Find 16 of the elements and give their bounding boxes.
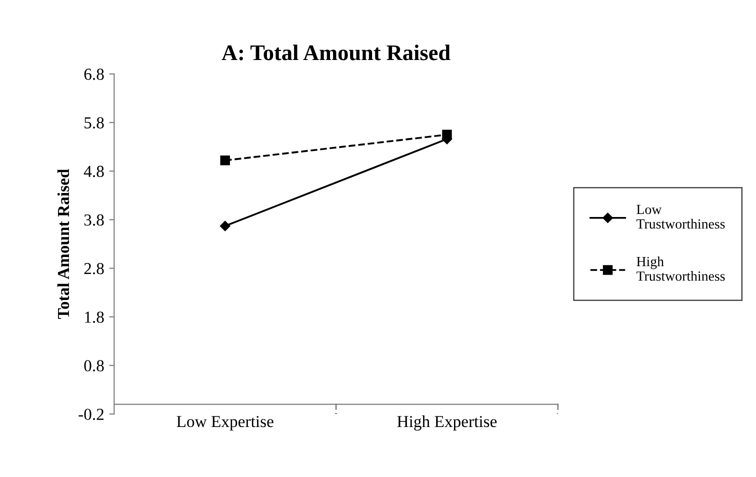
x-tick-label: Low Expertise <box>176 416 274 431</box>
point <box>220 220 230 232</box>
y-tick-label: 4.8 <box>84 166 104 178</box>
y-tick-label: 3.8 <box>84 214 104 226</box>
legend-label: High Trustworthiness <box>636 256 725 281</box>
point <box>220 156 230 166</box>
legend-label: Low Trustworthiness <box>636 204 725 229</box>
y-tick-label: 0.8 <box>84 360 104 372</box>
y-tick-label: 5.8 <box>84 117 104 129</box>
y-axis-title: Total Amount Raised <box>57 168 70 319</box>
y-tick-label: 2.8 <box>84 262 104 274</box>
chart-title: A: Total Amount Raised <box>222 44 450 60</box>
y-tick-label: 1.8 <box>85 312 104 323</box>
y-tick-label: -0.2 <box>78 408 104 420</box>
y-tick-label: 6.8 <box>84 68 104 80</box>
x-tick-label: High Expertise <box>397 415 497 431</box>
